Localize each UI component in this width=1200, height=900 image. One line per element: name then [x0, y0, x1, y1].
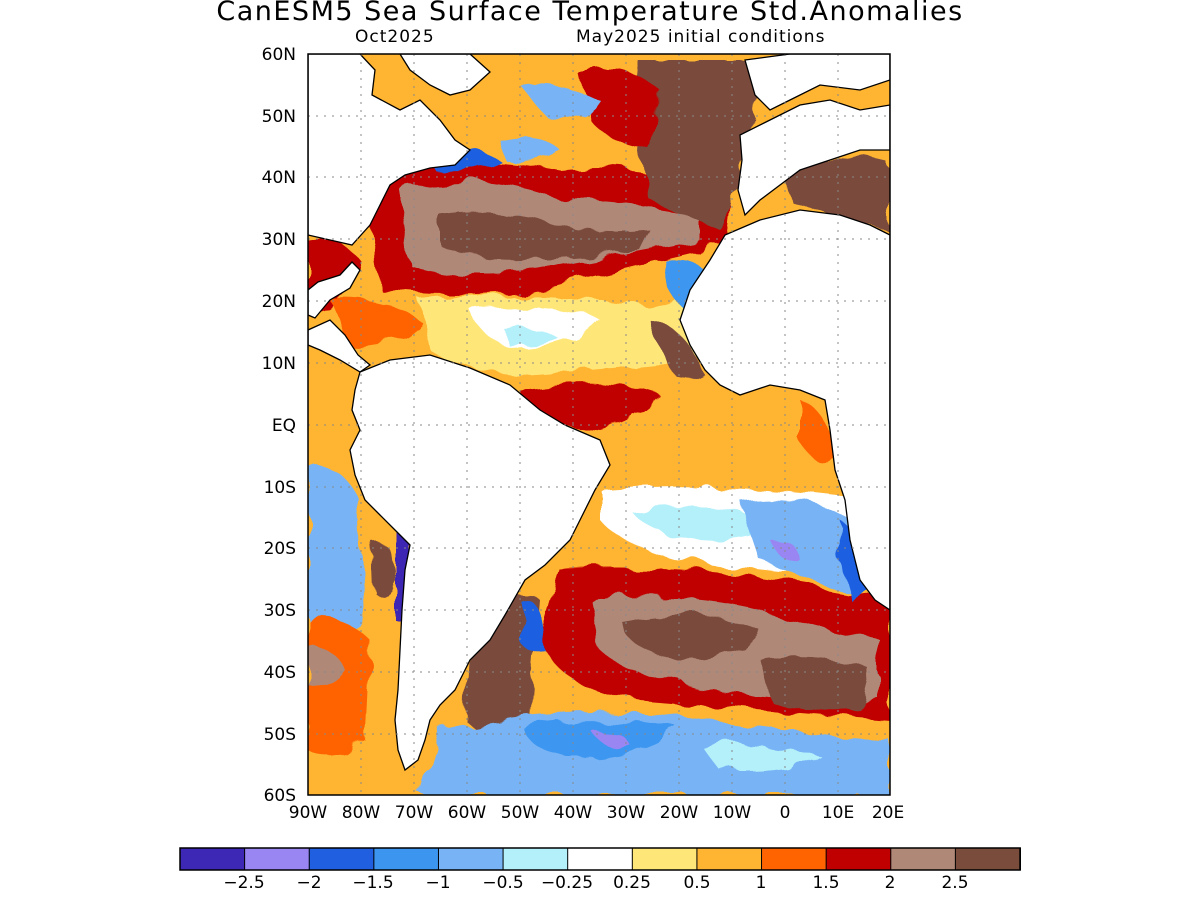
colorbar-swatch [954, 847, 1022, 871]
colorbar-label: −1.5 [352, 873, 393, 893]
lat-label: 60N [262, 45, 296, 65]
colorbar-label: −2 [296, 873, 321, 893]
lon-label: 20W [660, 803, 699, 823]
lon-label: 30W [607, 803, 646, 823]
sst-anomaly-field [308, 54, 890, 795]
colorbar-swatch [631, 847, 698, 871]
lon-label: 60W [448, 803, 487, 823]
lon-label: 0 [780, 803, 791, 823]
colorbar-label: 0.25 [613, 873, 651, 893]
colorbar-labels: −2.5 −2 −1.5 −1 −0.5 −0.25 0.25 0.5 1 1.… [223, 873, 968, 893]
lon-label: 40W [554, 803, 593, 823]
lat-label: 60S [264, 786, 296, 806]
forecast-month: Oct2025 [355, 27, 435, 47]
lat-label: 20S [264, 539, 296, 559]
lat-label: 20N [262, 292, 296, 312]
colorbar-swatch [825, 847, 892, 871]
lat-label: 10N [262, 354, 296, 374]
colorbar-swatch [373, 847, 440, 871]
lat-label: 50S [264, 725, 296, 745]
colorbar-swatch [567, 847, 634, 871]
gridlines [308, 54, 890, 795]
colorbar-label: 1 [756, 873, 767, 893]
colorbar-swatch [308, 847, 375, 871]
colorbar-swatch [761, 847, 828, 871]
map-frame [307, 53, 891, 796]
lat-label: 40S [264, 663, 296, 683]
colorbar-swatches [179, 847, 1022, 871]
lat-label: 30S [264, 601, 296, 621]
lon-label: 50W [501, 803, 540, 823]
initial-conditions: May2025 initial conditions [576, 27, 826, 47]
lon-label: 10E [822, 803, 854, 823]
lat-label: 30N [262, 230, 296, 250]
lon-label: 20E [872, 803, 904, 823]
colorbar-label: −0.5 [482, 873, 523, 893]
colorbar-swatch [179, 847, 246, 871]
lat-label: 40N [262, 168, 296, 188]
lat-label: 50N [262, 107, 296, 127]
colorbar-swatch [244, 847, 311, 871]
colorbar-swatch [437, 847, 505, 871]
latitude-labels: 60N 50N 40N 30N 20N 10N EQ 10S 20S 30S 4… [262, 45, 296, 806]
lon-label: 80W [342, 803, 381, 823]
map-title: CanESM5 Sea Surface Temperature Std.Anom… [216, 0, 964, 27]
lon-label: 90W [289, 803, 328, 823]
colorbar-swatch [502, 847, 569, 871]
lat-label: 10S [264, 478, 296, 498]
colorbar: −2.5 −2 −1.5 −1 −0.5 −0.25 0.25 0.5 1 1.… [179, 847, 1022, 893]
colorbar-label: −1 [425, 873, 450, 893]
lon-label: 10W [713, 803, 752, 823]
longitude-labels: 90W 80W 70W 60W 50W 40W 30W 20W 10W 0 10… [289, 803, 904, 823]
lat-label: EQ [272, 416, 296, 436]
colorbar-label: −0.25 [541, 873, 593, 893]
colorbar-label: 1.5 [812, 873, 839, 893]
colorbar-swatch [890, 847, 957, 871]
colorbar-swatch [696, 847, 763, 871]
colorbar-label: 0.5 [683, 873, 710, 893]
colorbar-label: 2.5 [941, 873, 968, 893]
colorbar-label: 2 [885, 873, 896, 893]
colorbar-frame [179, 847, 1021, 871]
lon-label: 70W [395, 803, 434, 823]
colorbar-label: −2.5 [223, 873, 264, 893]
